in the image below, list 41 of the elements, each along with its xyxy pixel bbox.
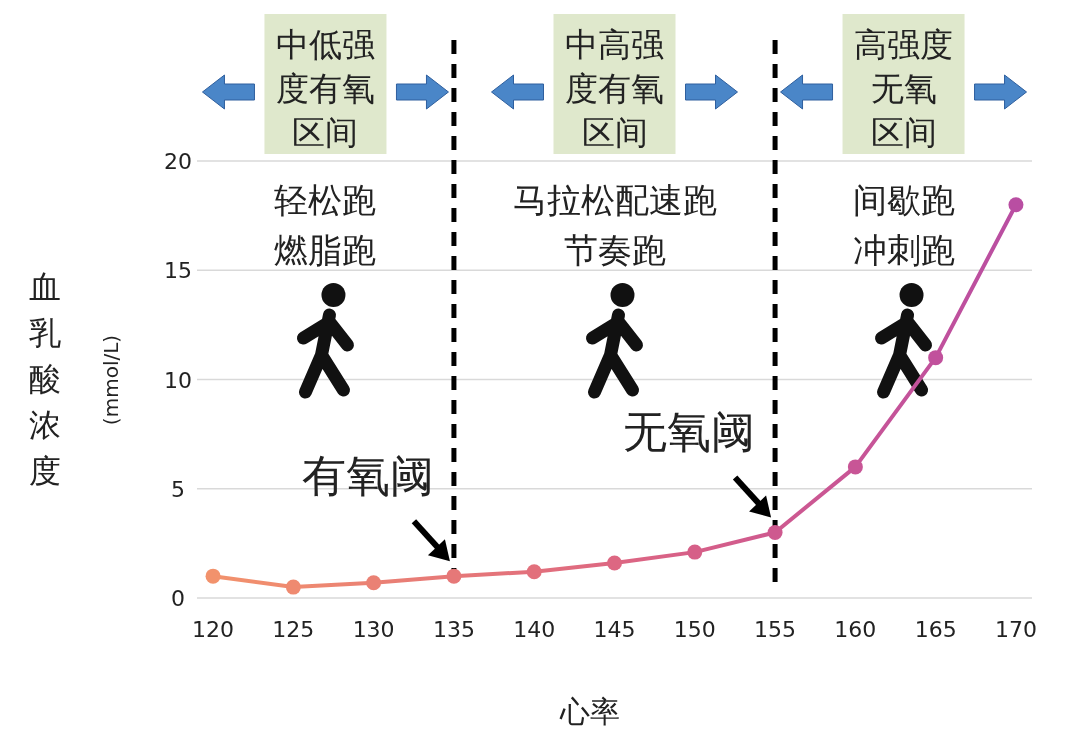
x-tick-label: 165 [914,617,957,642]
x-tick-label: 150 [673,617,716,642]
x-tick-label: 135 [432,617,475,642]
text: 高强度无氧区间 [854,25,954,152]
point [847,459,863,475]
annotation: 节奏跑 [563,230,666,270]
x-tick-label: 125 [272,617,315,642]
annotation: 马拉松配速跑 [512,180,717,220]
x-tick-label: 155 [754,617,797,642]
y-tick-label: 20 [164,149,192,174]
point [928,350,944,366]
x-tick-label: 170 [994,617,1037,642]
y-axis-title: 血乳酸浓度 [29,268,61,490]
annotation: 冲刺跑 [852,230,955,270]
point [446,568,462,584]
point [205,568,221,584]
point [607,555,622,571]
point [526,564,542,580]
annotation: 无氧阈 [623,406,756,458]
x-tick-label: 130 [352,617,395,642]
x-tick-label: 160 [834,617,877,642]
point [687,544,703,560]
annotation: 轻松跑 [274,180,377,220]
y-tick-label: 15 [164,258,192,284]
annotation: 燃脂跑 [274,230,377,270]
y-tick-label: 5 [171,476,185,502]
x-axis-title: 心率 [559,694,620,729]
y-tick-label: 0 [171,586,185,611]
text: 中低强度有氧区间 [275,25,375,152]
x-tick-label: 120 [192,617,235,642]
annotation: 有氧阈 [301,450,434,502]
point [1008,197,1024,213]
x-tick-label: 140 [513,617,556,642]
y-tick-label: 10 [164,367,192,393]
point [366,575,382,591]
text: (mmol/L) [99,334,123,426]
point [767,524,783,540]
text: 中高强度有氧区间 [565,25,664,152]
point [285,579,301,595]
x-tick-label: 145 [593,617,636,642]
annotation: 间歇跑 [852,180,955,220]
